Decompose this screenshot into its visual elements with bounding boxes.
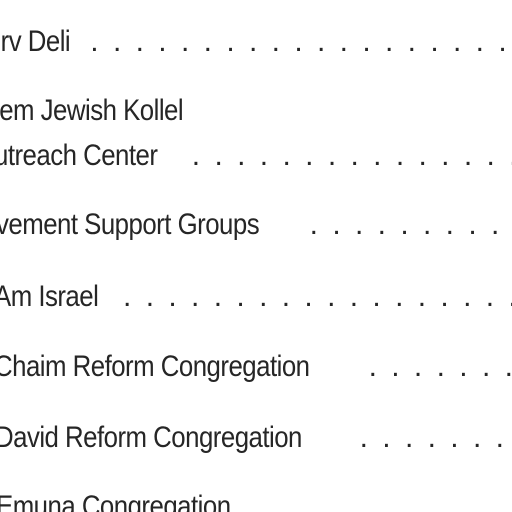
dot-leader: . . . . . . . . . . . . . . . . . . . . … — [123, 280, 512, 313]
index-entry-david-reform: David Reform Congregation . . . . . . . … — [0, 418, 512, 458]
entry-name: Emuna Congregation — [0, 490, 231, 512]
entry-name: Chaim Reform Congregation — [0, 350, 310, 383]
entry-name: David Reform Congregation — [0, 421, 302, 454]
entry-name: vement Support Groups — [0, 208, 260, 241]
entry-name: Irv Deli — [0, 25, 71, 58]
index-entry-emuna: Emuna Congregation — [0, 487, 512, 512]
dot-leader: . . . . . . . . . . . . . . . . . . — [309, 208, 512, 241]
index-entry-chaim-reform: Chaim Reform Congregation . . . . . . . … — [0, 347, 512, 387]
entry-name: lem Jewish Kollel — [0, 94, 184, 127]
dot-leader: . . . . . . . . . . — [359, 421, 512, 454]
index-entry-jewish-kollel: lem Jewish Kollel — [0, 91, 512, 131]
dot-leader: . . . . . . . . . . . . . . . . . . . . … — [90, 25, 512, 58]
index-entry-am-israel: Am Israel . . . . . . . . . . . . . . . … — [0, 277, 512, 317]
dot-leader: . . . . . . . . . . . . . . . . . . . . … — [191, 139, 512, 172]
entry-name: utreach Center — [0, 139, 158, 172]
entry-name: Am Israel — [0, 280, 99, 313]
dot-leader: . . . . . . . . . — [368, 350, 512, 383]
index-entry-irv-deli: Irv Deli . . . . . . . . . . . . . . . .… — [0, 22, 512, 62]
index-entry-support-groups: vement Support Groups . . . . . . . . . … — [0, 205, 512, 245]
index-entry-outreach-center: utreach Center . . . . . . . . . . . . .… — [0, 136, 512, 176]
